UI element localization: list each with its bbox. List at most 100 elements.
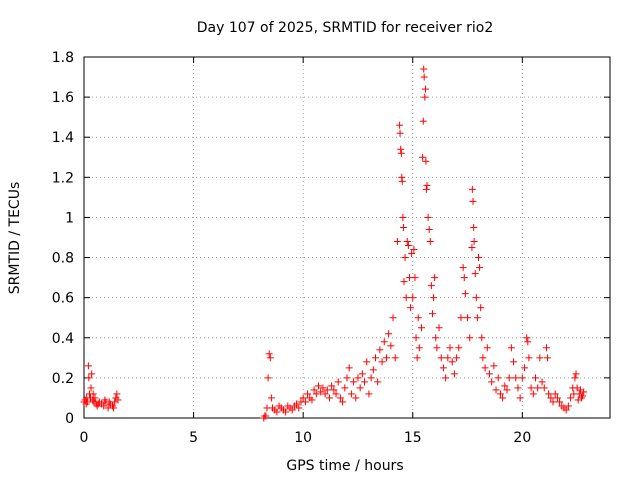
data-point	[544, 354, 552, 362]
data-point	[94, 400, 102, 408]
data-point	[83, 398, 91, 406]
data-point	[431, 274, 439, 282]
data-point	[101, 396, 109, 404]
data-point	[293, 400, 301, 408]
data-point	[354, 374, 362, 382]
data-point	[105, 398, 113, 406]
data-point	[422, 185, 430, 193]
y-tick-label: 1.8	[52, 50, 74, 66]
data-point	[425, 225, 433, 233]
data-point	[319, 384, 327, 392]
data-point	[396, 121, 404, 129]
data-point	[510, 358, 518, 366]
data-point	[426, 238, 434, 246]
data-point	[404, 242, 412, 250]
data-point	[87, 384, 95, 392]
data-point	[317, 388, 325, 396]
data-point	[403, 238, 411, 246]
data-point	[423, 181, 431, 189]
data-point	[576, 386, 584, 394]
data-point	[430, 294, 438, 302]
data-point	[100, 402, 108, 410]
data-point	[556, 398, 564, 406]
x-axis-label: GPS time / hours	[286, 458, 403, 474]
data-point	[336, 394, 344, 402]
data-point	[472, 294, 480, 302]
data-point	[341, 384, 349, 392]
data-point	[507, 344, 515, 352]
data-point	[376, 346, 384, 354]
data-point	[266, 354, 274, 362]
x-tick-label: 20	[513, 430, 531, 446]
data-point	[477, 304, 485, 312]
data-point	[564, 402, 572, 410]
data-point	[571, 374, 579, 382]
data-point	[485, 370, 493, 378]
data-point	[540, 384, 548, 392]
data-point	[321, 390, 329, 398]
data-point	[402, 294, 410, 302]
data-point	[471, 270, 479, 278]
data-point	[323, 386, 331, 394]
data-point	[428, 310, 436, 318]
data-point	[414, 314, 422, 322]
data-point	[572, 370, 580, 378]
data-point	[538, 378, 546, 386]
data-point	[350, 378, 358, 386]
data-point	[84, 362, 92, 370]
data-point	[347, 390, 355, 398]
data-point	[481, 364, 489, 372]
data-point	[420, 73, 428, 81]
data-point	[512, 374, 520, 382]
y-axis-label: SRMTID / TECUs	[7, 182, 23, 295]
data-point	[401, 254, 409, 262]
data-point	[488, 378, 496, 386]
data-point	[516, 394, 524, 402]
data-point	[444, 354, 452, 362]
data-point	[398, 177, 406, 185]
data-point	[312, 390, 320, 398]
data-point	[330, 386, 338, 394]
data-point	[433, 344, 441, 352]
data-point	[494, 374, 502, 382]
data-point	[450, 370, 458, 378]
data-point	[421, 93, 429, 101]
data-point	[273, 408, 281, 416]
data-point	[553, 394, 561, 402]
data-point	[262, 412, 270, 420]
data-point	[527, 384, 535, 392]
data-point	[547, 394, 555, 402]
data-point	[343, 374, 351, 382]
data-point	[442, 374, 450, 382]
y-tick-label: 1.6	[52, 90, 74, 106]
data-point	[534, 384, 542, 392]
data-point	[412, 334, 420, 342]
data-point	[408, 250, 416, 258]
data-point	[479, 354, 487, 362]
data-point	[393, 238, 401, 246]
data-point	[459, 264, 467, 272]
data-point	[267, 394, 275, 402]
data-point	[409, 294, 417, 302]
data-point	[432, 334, 440, 342]
data-point	[380, 338, 388, 346]
data-point	[371, 354, 379, 362]
data-point	[523, 334, 531, 342]
y-tick-label: 0	[65, 411, 74, 427]
data-point	[315, 382, 323, 390]
data-point	[579, 392, 587, 400]
data-point	[378, 358, 386, 366]
data-point	[361, 378, 369, 386]
data-point	[460, 274, 468, 282]
data-point	[475, 254, 482, 262]
data-point	[437, 354, 445, 362]
data-point	[448, 358, 456, 366]
data-point	[358, 370, 366, 378]
data-point	[310, 386, 318, 394]
data-point	[328, 382, 336, 390]
data-point	[492, 386, 500, 394]
data-point	[549, 398, 557, 406]
data-point	[396, 129, 404, 137]
data-point	[545, 390, 553, 398]
